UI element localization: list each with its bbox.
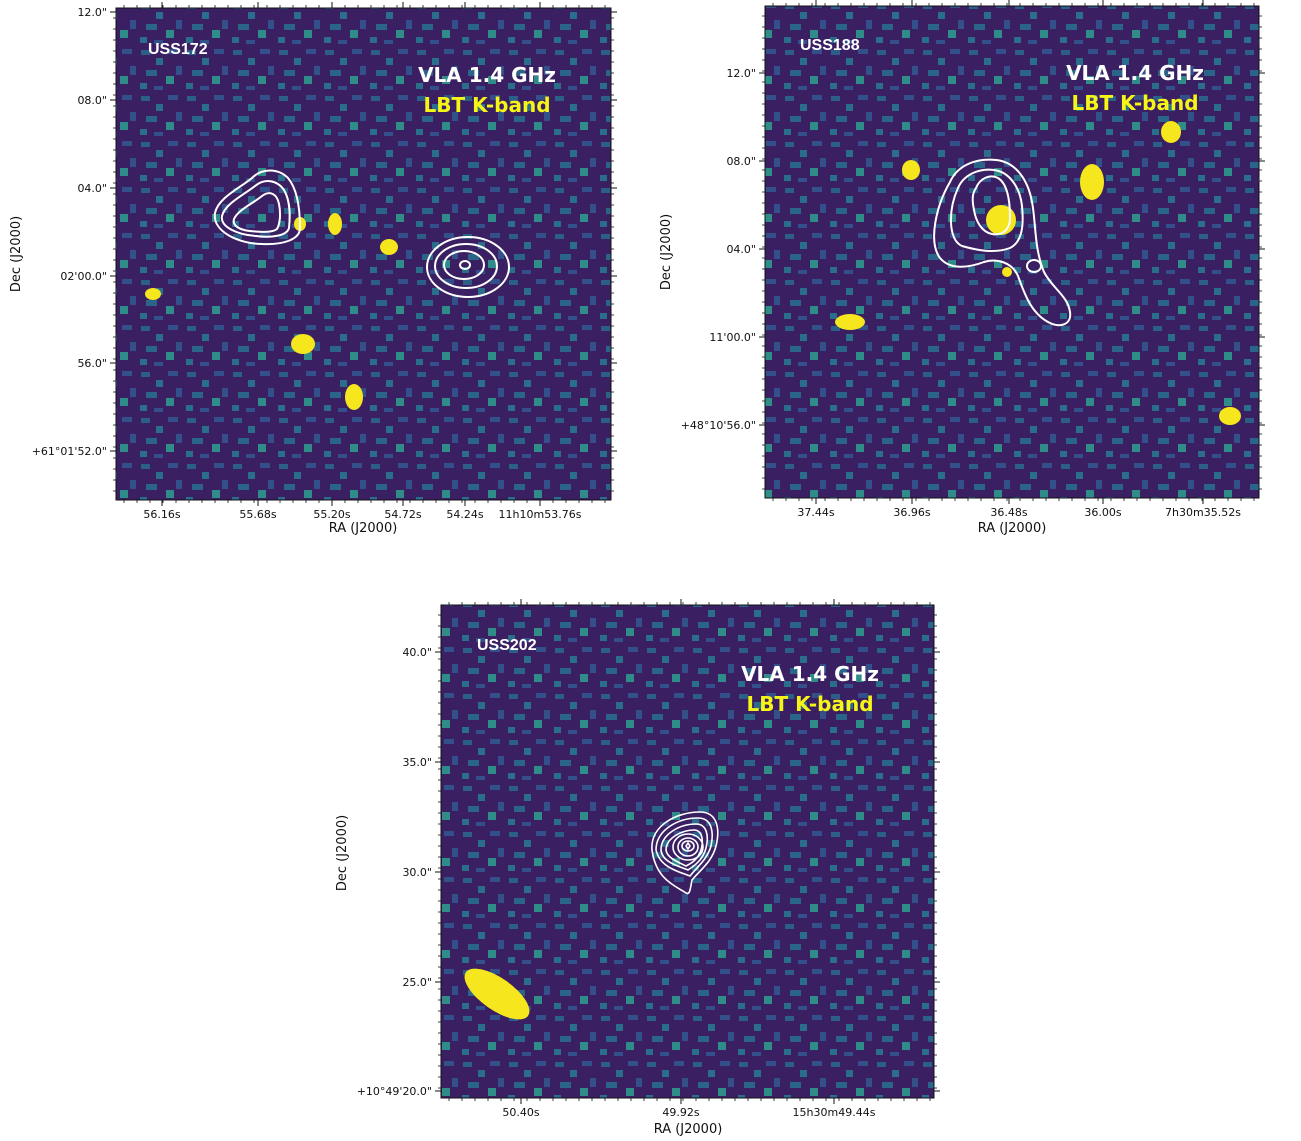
y-tick-label: +61°01'52.0" [32, 445, 107, 458]
k-source [380, 239, 398, 255]
x-tick-label: 36.48s [990, 506, 1027, 519]
radio-contour [426, 236, 510, 298]
uss188-frame [764, 5, 1260, 499]
uss202-frame [440, 604, 935, 1099]
uss188-ticks: 37.44s 36.96s 36.48s 36.00s 7h30m35.52s 12.0"… [681, 0, 1265, 519]
x-tick-label: 56.16s [143, 508, 180, 521]
x-tick-label: 55.68s [239, 508, 276, 521]
k-source [1002, 267, 1012, 277]
y-tick-label: 12.0" [77, 6, 107, 19]
radio-contour [677, 837, 699, 857]
radio-contour [1026, 259, 1042, 273]
radio-contour [971, 175, 1012, 236]
k-source [328, 213, 342, 235]
y-tick-label: 35.0" [402, 756, 432, 769]
y-tick-label: 11'00.0" [709, 331, 756, 344]
x-tick-label: 54.24s [446, 508, 483, 521]
uss202-legend-kband: LBT K-band [746, 692, 873, 716]
x-tick-label: 11h10m53.76s [499, 508, 582, 521]
y-tick-label: 04.0" [726, 243, 756, 256]
k-source [345, 384, 363, 410]
radio-contour [651, 811, 719, 895]
x-tick-label: 55.20s [313, 508, 350, 521]
radio-contour [655, 817, 714, 877]
y-tick-label: +10°49'20.0" [357, 1085, 432, 1098]
k-source [1161, 121, 1181, 143]
uss172-ylabel: Dec (J2000) [9, 216, 24, 292]
uss202-name-label: USS202 [477, 637, 537, 654]
k-source [145, 288, 161, 300]
radio-contour [933, 158, 1072, 327]
radio-contour [681, 840, 695, 852]
x-tick-label: 36.00s [1084, 506, 1121, 519]
uss172-legend-radio: VLA 1.4 GHz [418, 63, 556, 87]
uss202-legend-radio: VLA 1.4 GHz [741, 662, 879, 686]
y-tick-label: +48°10'56.0" [681, 419, 756, 432]
x-tick-label: 49.92s [662, 1106, 699, 1119]
x-tick-label: 15h30m49.44s [793, 1106, 876, 1119]
radio-contour [443, 250, 485, 280]
uss188-name-label: USS188 [800, 37, 860, 54]
radio-contour [459, 260, 471, 270]
radio-contour [665, 829, 704, 867]
x-tick-label: 36.96s [893, 506, 930, 519]
y-tick-label: 08.0" [77, 94, 107, 107]
radio-contour [949, 168, 1024, 253]
y-tick-label: 56.0" [77, 357, 107, 370]
radio-contour [685, 841, 691, 851]
y-tick-label: 40.0" [402, 646, 432, 659]
uss172-chart: USS172 VLA 1.4 GHz LBT K-band 56.16s 55.6… [9, 2, 617, 536]
y-tick-label: 25.0" [402, 976, 432, 989]
radio-contour [672, 833, 704, 861]
k-source [835, 314, 865, 330]
uss202-ylabel: Dec (J2000) [335, 815, 350, 891]
uss188-ylabel: Dec (J2000) [659, 214, 674, 290]
uss172-xlabel: RA (J2000) [329, 521, 398, 536]
k-source [291, 334, 315, 354]
x-tick-label: 50.40s [502, 1106, 539, 1119]
uss188-legend-kband: LBT K-band [1071, 91, 1198, 115]
y-tick-label: 08.0" [726, 155, 756, 168]
x-tick-label: 37.44s [797, 506, 834, 519]
radio-contour [220, 180, 291, 238]
uss172-legend-kband: LBT K-band [423, 93, 550, 117]
uss172-image [116, 8, 611, 500]
k-source [464, 968, 530, 1020]
k-source [902, 160, 920, 180]
k-source [1080, 164, 1104, 200]
radio-contour [213, 169, 302, 246]
y-tick-label: 04.0" [77, 182, 107, 195]
radio-contour [434, 243, 498, 289]
uss172-frame [115, 7, 612, 501]
uss202-ticks: 50.40s 49.92s 15h30m49.44s 40.0" 35.0" 30.0" 2… [357, 599, 940, 1119]
y-tick-label: 12.0" [726, 67, 756, 80]
uss202-xlabel: RA (J2000) [654, 1122, 723, 1137]
panel-uss172: USS172 VLA 1.4 GHz LBT K-band 56.16s 55.6… [0, 0, 640, 540]
k-source [1219, 407, 1241, 425]
radio-contour [232, 192, 282, 233]
uss188-chart: USS188 VLA 1.4 GHz LBT K-band 37.44s 36.9… [659, 0, 1265, 536]
y-tick-label: 02'00.0" [60, 270, 107, 283]
uss188-legend-radio: VLA 1.4 GHz [1066, 61, 1204, 85]
uss188-xlabel: RA (J2000) [978, 521, 1047, 536]
x-tick-label: 7h30m35.52s [1165, 506, 1241, 519]
uss172-ticks: 56.16s 55.68s 55.20s 54.72s 54.24s 11h10m53.7… [32, 2, 617, 521]
uss172-name-label: USS172 [148, 41, 208, 58]
x-tick-label: 54.72s [384, 508, 421, 521]
y-tick-label: 30.0" [402, 866, 432, 879]
uss188-image [765, 6, 1259, 498]
radio-contour [660, 823, 709, 871]
